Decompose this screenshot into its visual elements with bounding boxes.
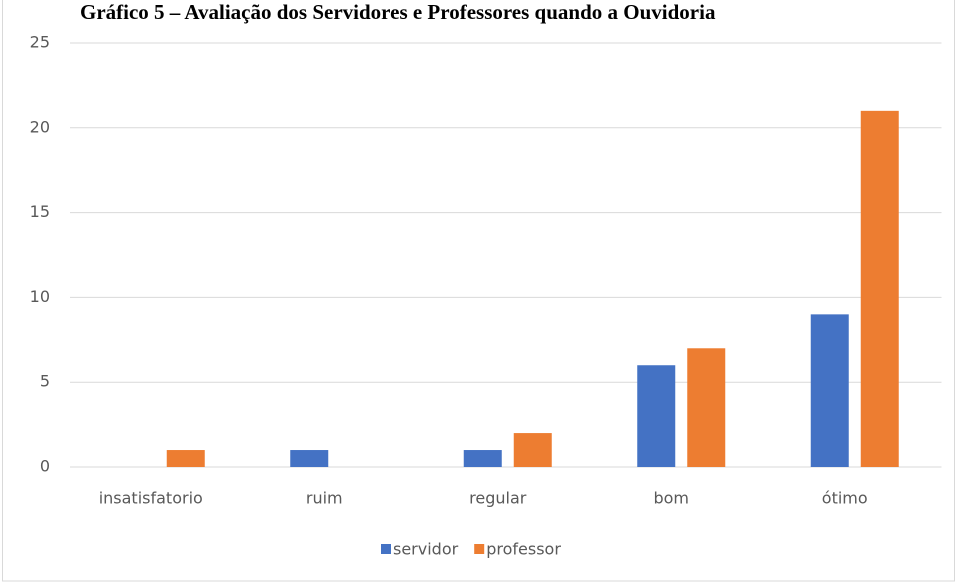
legend-swatch	[381, 544, 391, 554]
bar	[687, 348, 726, 467]
legend-label: servidor	[393, 540, 459, 559]
x-tick-label: insatisfatorio	[99, 489, 203, 508]
x-tick-label: ótimo	[822, 489, 868, 508]
y-tick-label: 20	[30, 117, 50, 136]
legend-swatch	[474, 544, 485, 554]
bar	[513, 433, 552, 467]
y-tick-label: 15	[30, 202, 50, 221]
bar	[290, 450, 329, 467]
legend-label: professor	[486, 540, 561, 559]
y-tick-label: 10	[30, 287, 50, 306]
x-tick-label: bom	[653, 489, 689, 508]
y-tick-label: 0	[40, 457, 50, 476]
bar	[860, 110, 899, 467]
y-tick-label: 5	[40, 372, 50, 391]
y-tick-label: 25	[30, 33, 50, 52]
x-tick-label: regular	[469, 489, 527, 508]
chart-title: Gráfico 5 – Avaliação dos Servidores e P…	[80, 0, 716, 24]
bar	[463, 450, 502, 467]
bar	[810, 314, 849, 467]
bar	[637, 365, 676, 467]
bar	[166, 450, 205, 467]
x-tick-label: ruim	[306, 489, 343, 508]
